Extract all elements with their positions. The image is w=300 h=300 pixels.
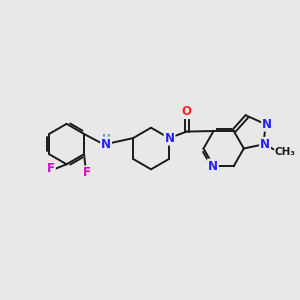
Text: H: H — [102, 134, 111, 144]
Text: F: F — [47, 162, 55, 175]
Text: N: N — [208, 160, 218, 172]
Text: CH₃: CH₃ — [275, 147, 296, 157]
Text: N: N — [165, 132, 175, 145]
Text: N: N — [260, 138, 270, 151]
Text: O: O — [182, 105, 192, 118]
Text: N: N — [101, 138, 111, 151]
Text: N: N — [262, 118, 272, 131]
Text: F: F — [83, 167, 91, 179]
